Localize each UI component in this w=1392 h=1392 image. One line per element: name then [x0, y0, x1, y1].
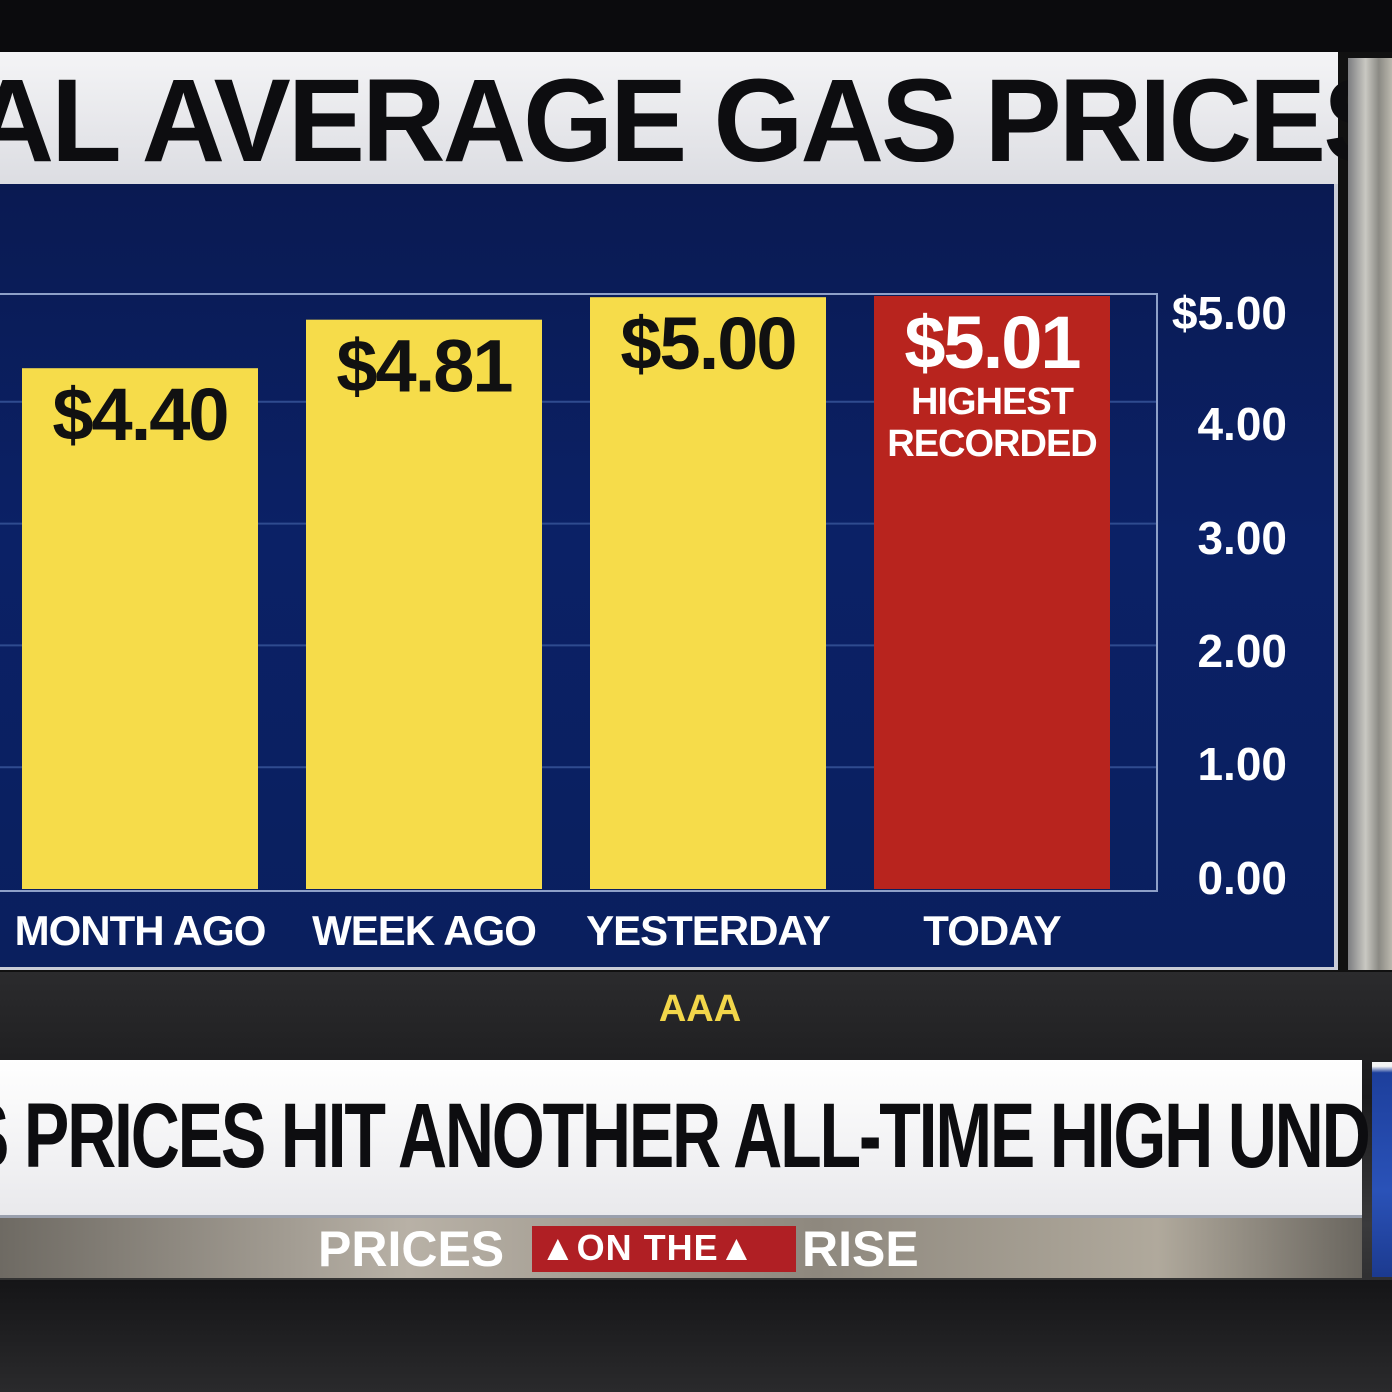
- headline-text: S PRICES HIT ANOTHER ALL-TIME HIGH UNDER…: [0, 1085, 1392, 1187]
- y-tick-label: 1.00: [1197, 738, 1287, 790]
- chart-title: NAL AVERAGE GAS PRICES: [0, 55, 1392, 187]
- bottom-strip: [0, 1280, 1392, 1392]
- bar: [590, 297, 826, 890]
- category-label: WEEK AGO: [312, 907, 536, 954]
- value-label: $4.40: [52, 373, 227, 456]
- category-label: YESTERDAY: [586, 907, 831, 954]
- top-letterbox: [0, 0, 1392, 52]
- ticker-left-word: PRICES: [318, 1221, 505, 1277]
- bar: [874, 296, 1110, 889]
- ticker-red-block: [532, 1226, 796, 1272]
- category-label: MONTH AGO: [15, 907, 266, 954]
- y-tick-label: 4.00: [1197, 398, 1287, 450]
- value-label: $5.01: [904, 301, 1080, 384]
- bar: [22, 368, 258, 889]
- title-band: [0, 52, 1338, 184]
- bar-chart: 0.00 1.00 2.00 3.00 4.00 $5.00 $4.40 MONTH AGO $…: [0, 287, 1287, 954]
- source-label: AAA: [658, 988, 742, 1030]
- ticker-right-word: RISE: [802, 1221, 919, 1277]
- annotation-label: RECORDED: [887, 423, 1096, 465]
- lower-third-banner: [0, 1060, 1362, 1218]
- category-label: TODAY: [923, 907, 1061, 954]
- y-tick-label: 0.00: [1197, 852, 1287, 904]
- value-label: $4.81: [336, 325, 512, 408]
- y-tick-label: 2.00: [1197, 625, 1287, 677]
- plot-frame: [0, 293, 1158, 892]
- annotation-label: HIGHEST: [911, 381, 1074, 423]
- ticker-middle-words: ▲ON THE▲: [540, 1227, 756, 1268]
- value-label: $5.00: [620, 302, 795, 385]
- bar: [306, 319, 542, 889]
- y-tick-label: 3.00: [1197, 512, 1287, 564]
- network-logo: [1372, 1062, 1392, 1277]
- y-tick-label: $5.00: [1172, 287, 1287, 339]
- side-video-feed: [1348, 58, 1392, 970]
